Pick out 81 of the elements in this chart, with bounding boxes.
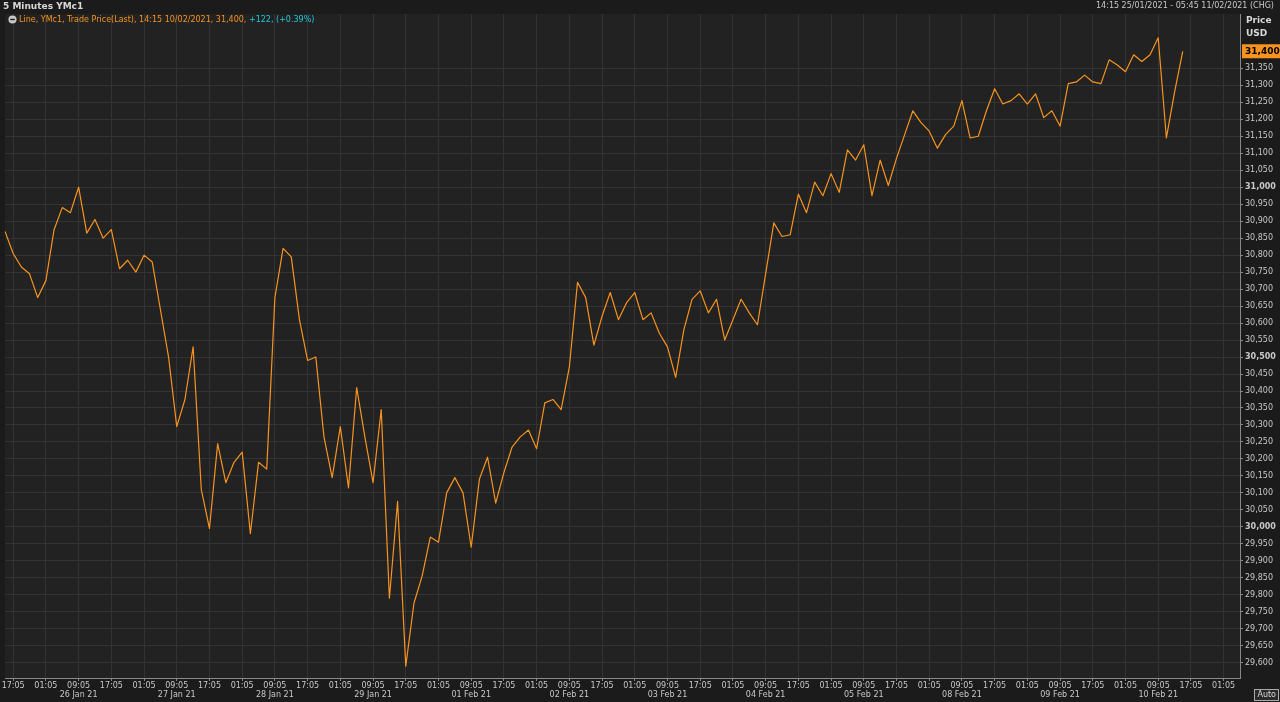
x-tick-label: 17:05 — [1179, 680, 1203, 690]
x-tick-label: 17:05 — [688, 680, 712, 690]
x-tick-label: 01:05 — [917, 680, 941, 690]
y-axis-title: Price USD — [1246, 14, 1273, 40]
chart-title: 5 Minutes YMc1 — [3, 1, 84, 11]
y-tick-label: 29,600 — [1245, 657, 1273, 667]
y-tick-label: 30,050 — [1245, 504, 1273, 514]
y-tick-label: 30,500 — [1245, 352, 1277, 362]
y-tick-label: 31,150 — [1245, 131, 1273, 141]
x-tick-label: 17:05 — [884, 680, 909, 690]
y-tick-label: 30,300 — [1245, 420, 1273, 430]
x-tick-label: 01:05 — [132, 680, 156, 690]
x-tick-label: 17:05 — [983, 680, 1007, 690]
y-tick-label: 30,450 — [1245, 369, 1273, 379]
x-tick-label: 01:05 — [1113, 680, 1138, 690]
y-tick-label: 30,800 — [1245, 250, 1273, 260]
y-tick-label: 29,950 — [1245, 538, 1273, 548]
x-tick-label: 01:05 — [623, 680, 647, 690]
x-tick-label: 09:05 09 Feb 21 — [1040, 680, 1080, 700]
y-tick-label: 30,000 — [1245, 521, 1277, 531]
x-tick-label: 09:05 03 Feb 21 — [647, 680, 688, 700]
annotation: +122, (+0.39%) — [247, 15, 315, 24]
x-tick-label: 01:05 — [1015, 680, 1039, 690]
x-tick-label: 09:05 08 Feb 21 — [942, 680, 982, 700]
y-tick-label: 30,400 — [1245, 386, 1273, 396]
x-tick-label: 17:05 — [1, 680, 25, 690]
x-tick-label: 01:05 — [819, 680, 843, 690]
y-tick-label: 31,050 — [1245, 165, 1273, 175]
text: Auto — [1254, 689, 1279, 701]
x-tick-label: 17:05 — [394, 680, 418, 690]
chart-subtitle: 14:15 25/01/2021 - 05:45 11/02/2021 (CHG) — [1096, 1, 1274, 10]
y-tick-label: 29,650 — [1245, 640, 1273, 650]
x-tick-label: 09:05 10 Feb 21 — [1138, 680, 1179, 700]
y-tick-label: 29,700 — [1245, 623, 1273, 633]
x-tick-label: 01:05 — [426, 680, 451, 690]
y-tick-label: 29,800 — [1245, 589, 1273, 599]
y-tick-label: 29,850 — [1245, 572, 1273, 582]
x-tick-label: 09:05 26 Jan 21 — [59, 680, 98, 700]
y-tick-label: 30,200 — [1245, 454, 1273, 464]
y-tick-label: 30,600 — [1245, 318, 1273, 328]
y-tick-label: 31,000 — [1245, 182, 1277, 192]
x-tick-label: 17:05 — [99, 680, 123, 690]
y-tick-label: 30,150 — [1245, 470, 1273, 480]
y-tick-label: 30,700 — [1245, 284, 1273, 294]
y-tick-label: 30,350 — [1245, 403, 1273, 413]
annotation: 31,400 — [1245, 46, 1280, 57]
y-tick-label: 31,100 — [1245, 148, 1273, 158]
y-tick-label: 30,950 — [1245, 199, 1273, 209]
x-tick-label: 01:05 — [721, 680, 745, 690]
y-tick-label: 31,250 — [1245, 97, 1273, 107]
x-tick-label: 09:05 27 Jan 21 — [157, 680, 196, 700]
y-tick-label: 31,200 — [1245, 114, 1273, 124]
y-tick-label: 31,350 — [1245, 63, 1273, 73]
x-tick-label: 01:05 — [328, 680, 352, 690]
y-tick-label: 29,750 — [1245, 606, 1273, 616]
y-tick-label: 30,900 — [1245, 216, 1273, 226]
y-tick-label: 30,100 — [1245, 487, 1273, 497]
x-tick-label: 09:05 04 Feb 21 — [745, 680, 786, 700]
x-tick-label: 01:05 — [1212, 680, 1236, 690]
x-tick-label: 09:05 29 Jan 21 — [354, 680, 392, 700]
x-tick-label: 09:05 02 Feb 21 — [549, 680, 590, 700]
x-tick-label: 09:05 28 Jan 21 — [256, 680, 294, 700]
y-tick-label: 30,250 — [1245, 437, 1273, 447]
y-tick-label: 29,900 — [1245, 555, 1273, 565]
y-tick-label: 30,850 — [1245, 233, 1273, 243]
x-tick-label: 17:05 — [786, 680, 810, 690]
x-tick-label: 01:05 — [34, 680, 58, 690]
y-tick-label: 30,750 — [1245, 267, 1273, 277]
y-tick-label: 30,550 — [1245, 335, 1273, 345]
x-tick-label: 17:05 — [492, 680, 516, 690]
x-tick-label: 17:05 — [296, 680, 320, 690]
x-tick-label: 09:05 05 Feb 21 — [843, 680, 884, 700]
x-tick-label: 17:05 — [590, 680, 614, 690]
x-tick-label: 09:05 01 Feb 21 — [451, 680, 491, 700]
x-tick-label: 17:05 — [1081, 680, 1105, 690]
x-tick-label: 01:05 — [230, 680, 254, 690]
x-tick-label: 17:05 — [197, 680, 221, 690]
y-tick-label: 30,650 — [1245, 301, 1273, 311]
text: Line, YMc1, Trade Price(Last), 14:15 10/02/2021, 31,400, — [19, 15, 247, 24]
x-tick-label: 01:05 — [525, 680, 549, 690]
y-tick-label: 31,300 — [1245, 80, 1273, 90]
